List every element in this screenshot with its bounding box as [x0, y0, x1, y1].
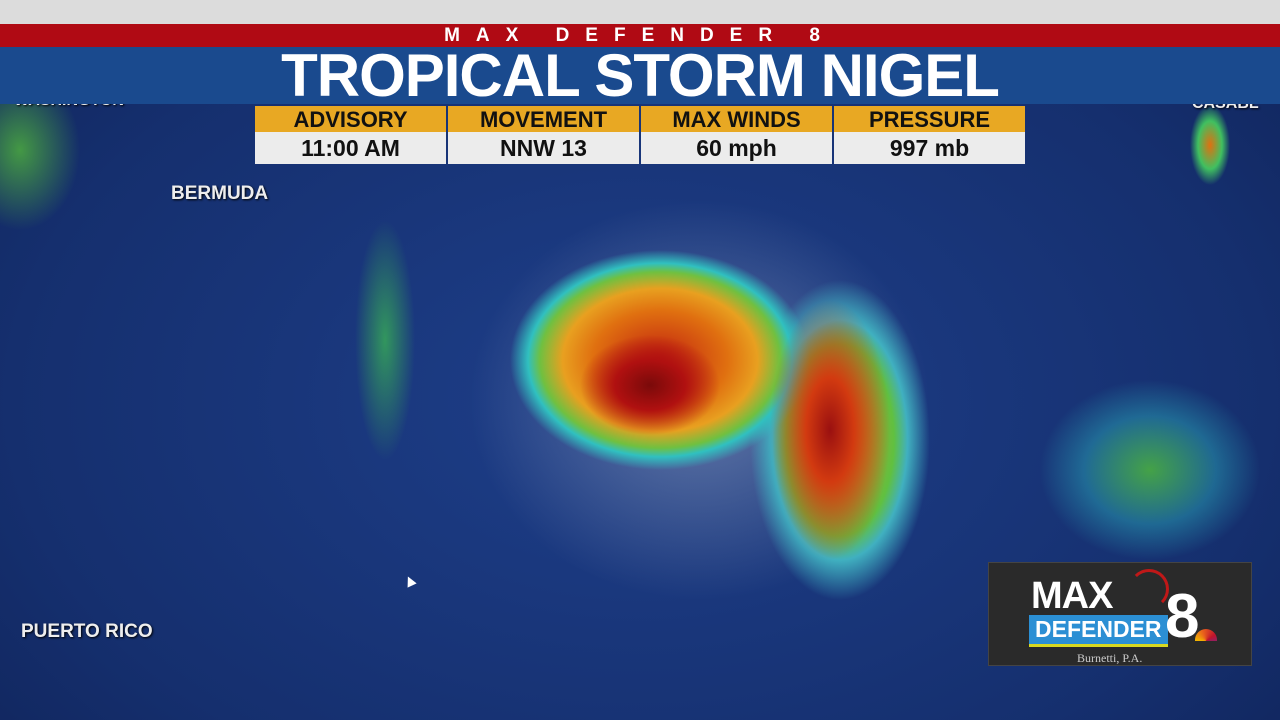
stat-value: NNW 13	[448, 132, 639, 164]
top-strip	[0, 0, 1280, 24]
stat-label: MAX WINDS	[641, 106, 832, 132]
sponsor-text: Burnetti, P.A.	[1077, 651, 1143, 665]
nbc-peacock-icon	[1195, 629, 1217, 641]
stat-advisory: ADVISORY 11:00 AM	[255, 106, 446, 164]
brand-bar: MAX DEFENDER 8	[0, 24, 1280, 47]
stat-value: 60 mph	[641, 132, 832, 164]
radar-waves-icon	[1129, 569, 1169, 609]
stat-value: 997 mb	[834, 132, 1025, 164]
stat-max-winds: MAX WINDS 60 mph	[641, 106, 832, 164]
stat-label: PRESSURE	[834, 106, 1025, 132]
label-puerto-rico: PUERTO RICO	[21, 621, 153, 642]
stat-label: ADVISORY	[255, 106, 446, 132]
stat-movement: MOVEMENT NNW 13	[448, 106, 639, 164]
logo-max: MAX	[1031, 575, 1113, 617]
stat-label: MOVEMENT	[448, 106, 639, 132]
logo-defender: DEFENDER	[1029, 615, 1168, 647]
stat-value: 11:00 AM	[255, 132, 446, 164]
stat-pressure: PRESSURE 997 mb	[834, 106, 1025, 164]
label-bermuda: BERMUDA	[171, 183, 269, 204]
storm-stats: ADVISORY 11:00 AM MOVEMENT NNW 13 MAX WIND…	[255, 106, 1025, 164]
logo-eight: 8	[1165, 582, 1200, 651]
max-defender-logo: MAX DEFENDER 8 Burnetti, P.A.	[988, 562, 1252, 666]
storm-title: TROPICAL STORM NIGEL	[0, 46, 1280, 106]
